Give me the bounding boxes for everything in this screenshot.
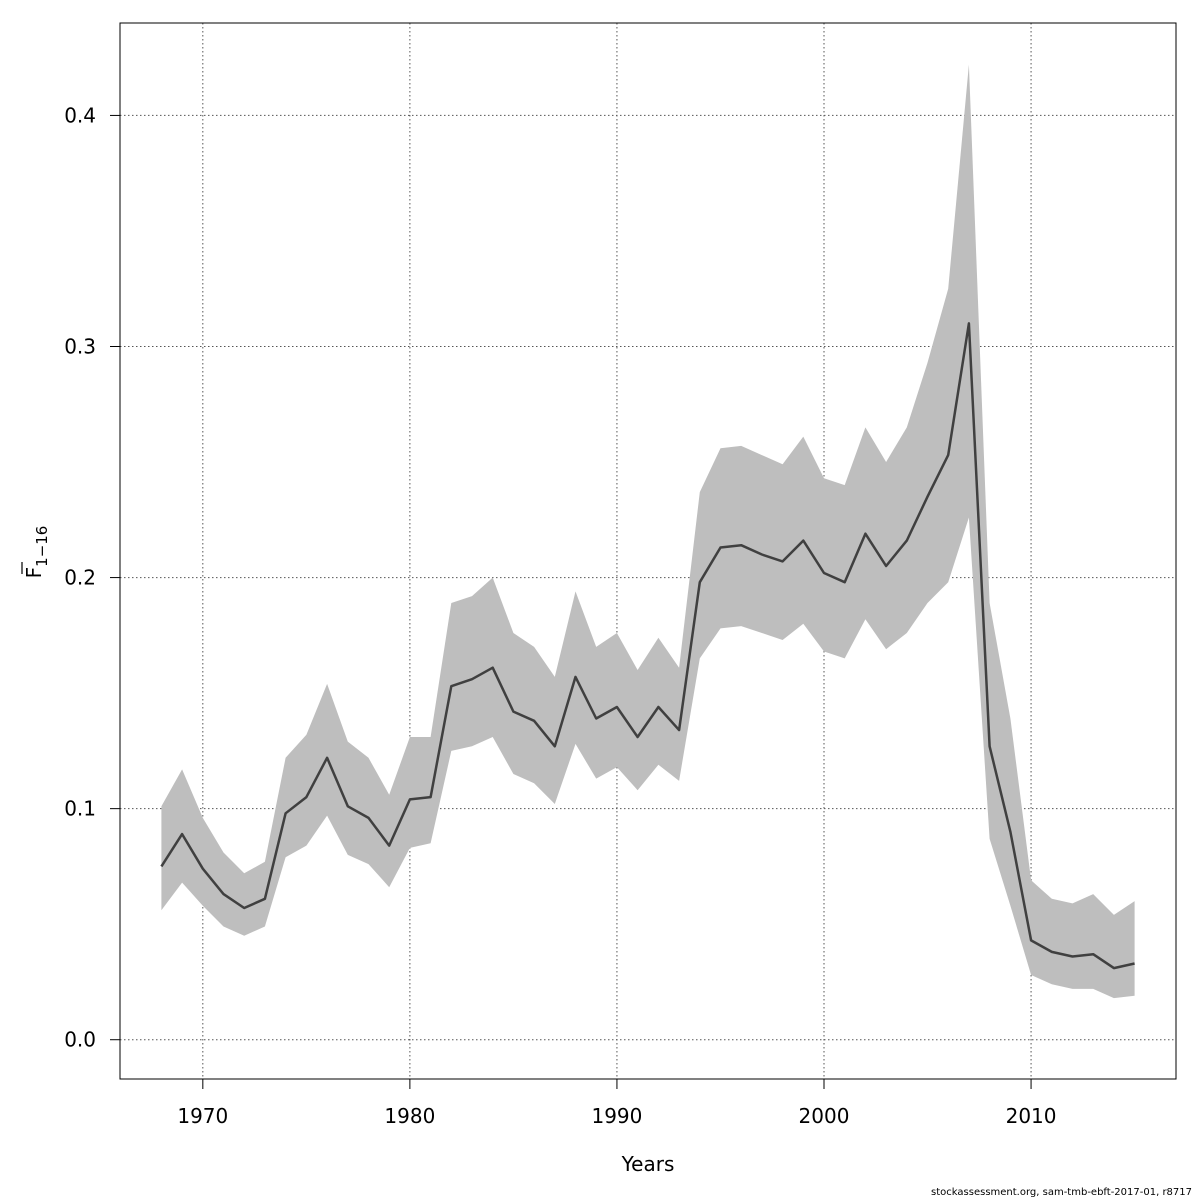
y-tick-label: 0.1	[64, 797, 96, 821]
estimate-line	[160, 322, 1135, 970]
x-tick-label: 1970	[177, 1104, 228, 1128]
y-axis-label-text: F1−16	[22, 526, 51, 579]
y-label-subscript: 1−16	[33, 526, 51, 567]
y-tick-label: 0.2	[64, 566, 96, 590]
y-axis-label: F1−16	[21, 526, 51, 579]
confidence-band	[161, 64, 1135, 999]
x-tick-label: 2010	[1006, 1104, 1057, 1128]
plot-frame	[119, 22, 1177, 1080]
y-tick-label: 0.3	[64, 335, 96, 359]
y-label-main: F	[22, 567, 46, 579]
y-tick-label: 0.4	[64, 103, 96, 127]
x-tick-label: 1990	[591, 1104, 642, 1128]
y-axis: 0.0 0.1 0.2 0.3 0.4	[64, 103, 120, 1052]
footer-credit: stockassessment.org, sam-tmb-ebft-2017-0…	[931, 1187, 1192, 1198]
x-tick-label: 2000	[799, 1104, 850, 1128]
x-tick-label: 1980	[384, 1104, 435, 1128]
y-tick-label: 0.0	[64, 1028, 96, 1052]
x-axis-label: Years	[621, 1152, 675, 1176]
x-axis: 1970 1980 1990 2000 2010	[177, 1079, 1057, 1128]
